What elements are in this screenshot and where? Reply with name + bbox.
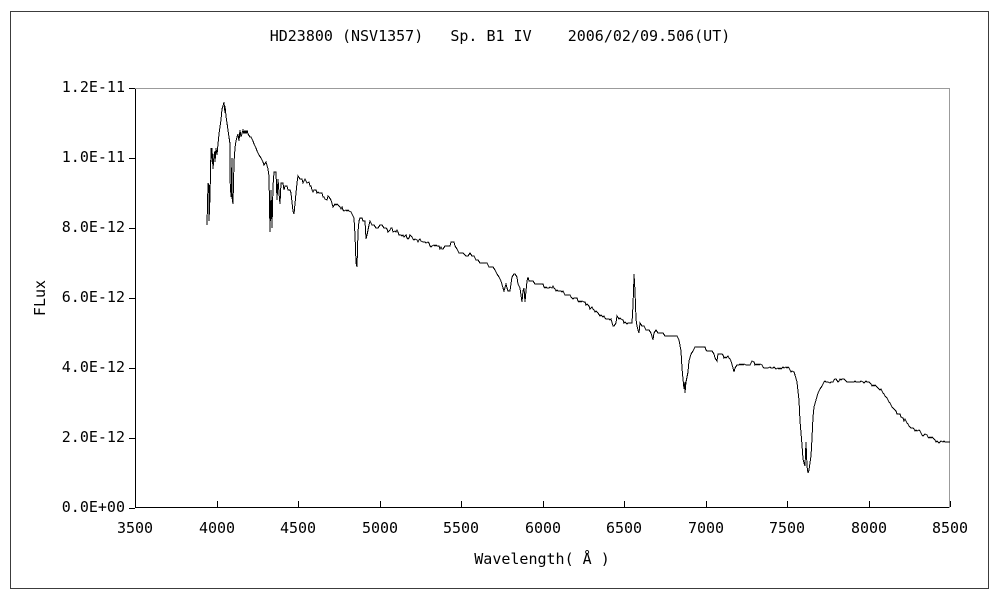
plot-title: HD23800 (NSV1357) Sp. B1 IV 2006/02/09.5… [269, 27, 731, 45]
x-axis-label: Wavelength( Å ) [474, 550, 610, 568]
y-tick-label: 2.0E-12 [61, 428, 125, 446]
x-tick-label: 5500 [442, 519, 480, 537]
y-tick-label: 6.0E-12 [61, 288, 125, 306]
x-tick-label: 3500 [116, 519, 154, 537]
y-tick-label: 1.2E-11 [61, 78, 125, 96]
x-tick-label: 4000 [198, 519, 236, 537]
x-tick-label: 8500 [931, 519, 969, 537]
x-tick-label: 6500 [605, 519, 643, 537]
y-tick-label: 4.0E-12 [61, 358, 125, 376]
x-tick-label: 6000 [524, 519, 562, 537]
y-tick-label: 8.0E-12 [61, 218, 125, 236]
x-tick-label: 5000 [361, 519, 399, 537]
x-tick-label: 4500 [279, 519, 317, 537]
y-tick-label: 1.0E-11 [61, 148, 125, 166]
outer-border [10, 11, 989, 589]
spectrum-line [206, 101, 950, 474]
spectrum-plot [129, 88, 951, 509]
x-tick-label: 7500 [768, 519, 806, 537]
x-tick-label: 7000 [687, 519, 725, 537]
y-tick-label: 0.0E+00 [61, 498, 125, 516]
x-tick-label: 8000 [850, 519, 888, 537]
